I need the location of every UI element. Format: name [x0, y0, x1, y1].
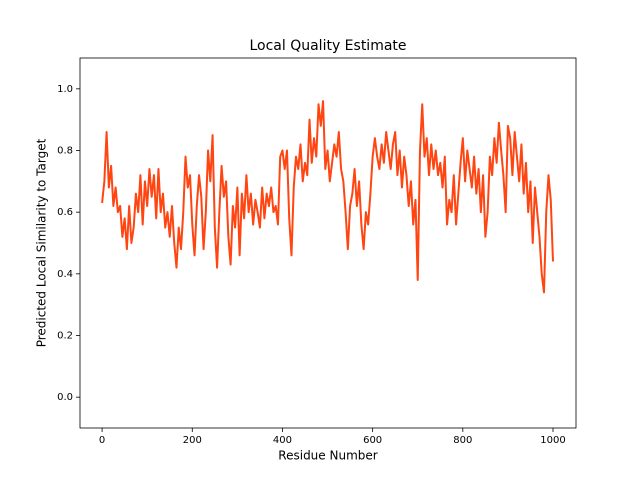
chart-title: Local Quality Estimate [249, 38, 406, 54]
x-tick-label: 800 [453, 435, 472, 446]
x-axis-label: Residue Number [278, 449, 377, 463]
x-tick-label: 600 [363, 435, 382, 446]
x-tick-label: 1000 [540, 435, 565, 446]
y-axis-label: Predicted Local Similarity to Target [35, 138, 49, 347]
x-tick-label: 200 [183, 435, 202, 446]
x-tick-label: 0 [99, 435, 105, 446]
plot-frame [79, 57, 577, 429]
y-tick-label: 1.0 [57, 84, 73, 95]
x-tick-label: 400 [273, 435, 292, 446]
y-tick-label: 0.0 [57, 392, 73, 403]
y-tick-label: 0.8 [57, 146, 73, 157]
line-series [101, 100, 554, 294]
y-tick-label: 0.4 [57, 269, 73, 280]
y-tick-label: 0.2 [57, 331, 73, 342]
y-tick-label: 0.6 [57, 207, 73, 218]
